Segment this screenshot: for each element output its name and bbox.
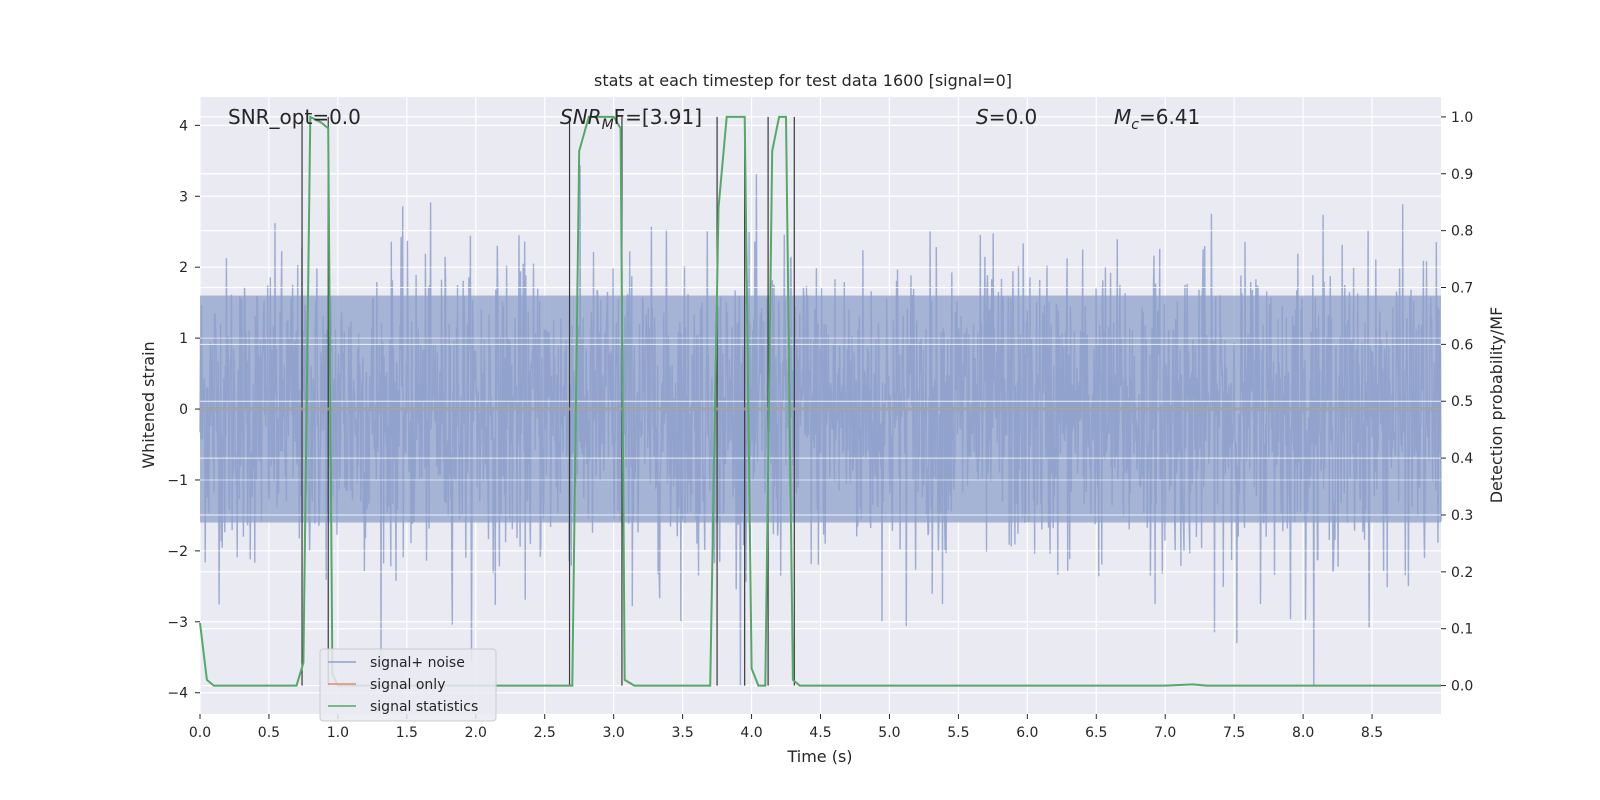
x-axis-ticks: 0.0 0.5 1.0 1.5 2.0 2.5 3.0 3.5 4.0 4.5 5.0 5.5 6.0 6…: [189, 714, 1383, 741]
y-right-tick-label: 0.0: [1451, 679, 1473, 695]
x-tick-label: 7.0: [1154, 725, 1176, 741]
x-tick-label: 6.5: [1085, 725, 1107, 741]
y-right-tick-label: 0.2: [1451, 565, 1473, 581]
y-right-tick-label: 0.3: [1451, 508, 1473, 524]
annotation-mc-base: M: [1114, 105, 1131, 129]
annotation-snr-opt: SNR_opt=0.0: [228, 105, 361, 129]
annotation-s: S=0.0: [976, 105, 1037, 129]
x-axis-label: Time (s): [786, 747, 852, 766]
annotation-s-italic: S: [976, 105, 989, 129]
y-right-tick-label: 0.7: [1451, 281, 1473, 297]
signal-statistics-series: [199, 115, 1441, 687]
annotation-snr-mf-sub: M: [602, 117, 614, 133]
annotation-mc-sub: c: [1131, 117, 1139, 133]
legend-box: [319, 648, 497, 722]
x-tick-label: 4.0: [740, 725, 762, 741]
y-tick-label: −2: [167, 544, 188, 560]
annotation-snr-mf-rest: F=[3.91]: [614, 105, 702, 129]
y-axis-ticks: −4 −3 −2 −1 0 1 2 3 4: [167, 118, 200, 702]
x-tick-label: 5.5: [947, 725, 969, 741]
y-right-tick-label: 0.8: [1451, 224, 1473, 240]
y-tick-label: −3: [167, 615, 188, 631]
chart-title: stats at each timestep for test data 160…: [594, 71, 1012, 90]
legend-label-signal-statistics: signal statistics: [370, 699, 478, 715]
y-tick-label: 2: [179, 260, 188, 276]
y-tick-label: 1: [179, 331, 188, 347]
x-tick-label: 1.5: [396, 725, 418, 741]
x-tick-label: 3.5: [671, 725, 693, 741]
legend-label-signal-only: signal only: [370, 677, 445, 693]
annotation-snr-mf: SNRMF=[3.91]: [560, 105, 702, 133]
y-right-tick-label: 1.0: [1451, 110, 1473, 126]
y-tick-label: −4: [167, 686, 188, 702]
annotation-snr-mf-base: SNR: [560, 105, 602, 129]
y-tick-label: 4: [179, 118, 188, 134]
y-right-tick-label: 0.9: [1451, 167, 1473, 183]
annotation-mc: Mc=6.41: [1114, 105, 1200, 133]
x-tick-label: 7.5: [1223, 725, 1245, 741]
x-tick-label: 4.5: [809, 725, 831, 741]
y-axis-right-ticks: 0.0 0.1 0.2 0.3 0.4 0.5 0.6 0.7 0.8 0.9 1.0: [1441, 110, 1473, 695]
y-axis-label: Whitened strain: [139, 341, 158, 468]
y-tick-label: 3: [179, 189, 188, 205]
y-right-tick-label: 0.4: [1451, 451, 1473, 467]
y-right-tick-label: 0.5: [1451, 394, 1473, 410]
x-tick-label: 6.0: [1016, 725, 1038, 741]
x-tick-label: 8.0: [1292, 725, 1314, 741]
annotation-mc-rest: =6.41: [1139, 105, 1200, 129]
signal-statistics-line: [199, 115, 1441, 687]
x-tick-label: 2.0: [465, 725, 487, 741]
legend: signal+ noise signal only signal statist…: [319, 648, 497, 722]
x-tick-label: 0.5: [258, 725, 280, 741]
y-tick-label: −1: [167, 473, 188, 489]
x-tick-label: 0.0: [189, 725, 211, 741]
annotation-s-rest: =0.0: [989, 105, 1038, 129]
legend-label-signal-noise: signal+ noise: [370, 655, 465, 671]
x-tick-label: 1.0: [327, 725, 349, 741]
x-tick-label: 3.0: [603, 725, 625, 741]
x-tick-label: 8.5: [1361, 725, 1383, 741]
y-axis-right-label: Detection probability/MF: [1487, 307, 1506, 504]
y-right-tick-label: 0.1: [1451, 622, 1473, 638]
y-tick-label: 0: [179, 402, 188, 418]
x-tick-label: 2.5: [534, 725, 556, 741]
x-tick-label: 5.0: [878, 725, 900, 741]
y-right-tick-label: 0.6: [1451, 337, 1473, 353]
